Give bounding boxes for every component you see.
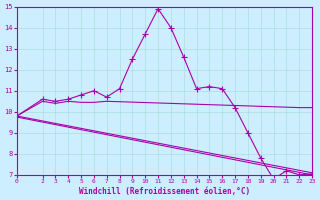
X-axis label: Windchill (Refroidissement éolien,°C): Windchill (Refroidissement éolien,°C)	[79, 187, 250, 196]
